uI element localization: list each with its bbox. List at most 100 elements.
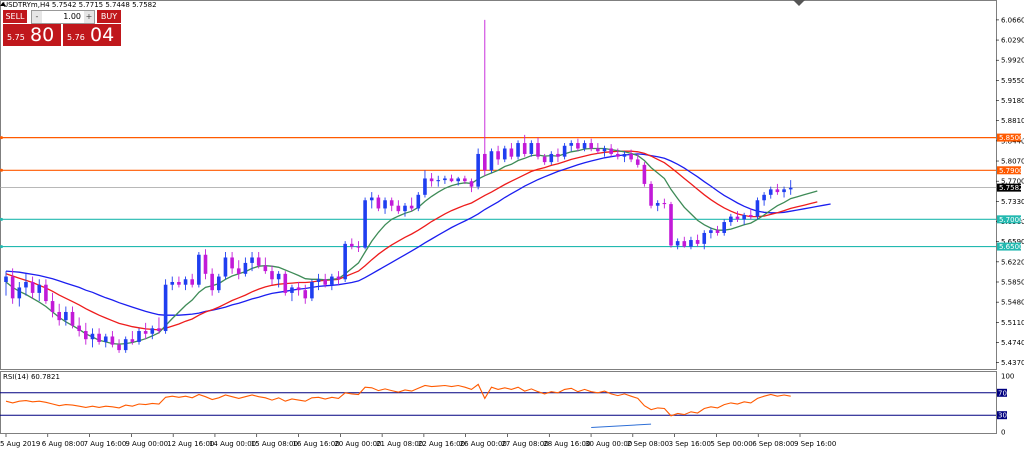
candle-body xyxy=(416,194,421,209)
price-tick-label: 5.9920 xyxy=(1001,57,1024,65)
candle-body xyxy=(536,143,540,157)
time-tick-label: 7 Aug 16:00 xyxy=(84,440,127,448)
candle-body xyxy=(356,246,361,248)
candle-body xyxy=(768,189,773,195)
candle-body xyxy=(30,281,35,293)
sell-button[interactable]: SELL xyxy=(3,10,27,23)
candle-body xyxy=(243,262,248,274)
candle-body xyxy=(97,333,101,342)
price-tags: 5.8500 5.7900 5.7000 5.6500 5.7582 xyxy=(997,133,1024,251)
candle-body xyxy=(675,241,680,246)
candle-body xyxy=(556,153,560,157)
candle-body xyxy=(463,178,467,182)
sell-price-pips: 80 xyxy=(30,24,55,46)
price-tick-label: 5.5850 xyxy=(1001,278,1024,286)
chart-header: USDTRYm,H4 5.7542 5.7715 5.7448 5.7582 xyxy=(3,1,157,9)
candle-body xyxy=(383,200,387,209)
resistance-2-tag xyxy=(997,166,1021,175)
price-tick-label: 5.6220 xyxy=(1001,258,1024,266)
lot-decrease-button[interactable]: - xyxy=(32,11,42,23)
candle-body xyxy=(210,273,214,291)
candle-body xyxy=(529,143,534,154)
resistance-2-anchor xyxy=(0,168,3,172)
moving-averages xyxy=(5,147,831,345)
ma-slow-line xyxy=(5,153,831,316)
time-tick-label: 12 Aug 16:00 xyxy=(167,440,214,448)
candle-body xyxy=(389,200,394,206)
candle-body xyxy=(602,148,607,152)
candle-body xyxy=(396,205,401,212)
candle-body xyxy=(24,281,28,288)
candle-body xyxy=(436,180,441,182)
candle-body xyxy=(290,287,294,293)
candle-body xyxy=(336,276,341,280)
candle-body xyxy=(715,230,720,233)
candle-body xyxy=(84,331,88,340)
price-tick-label: 5.6590 xyxy=(1001,238,1024,246)
candle-body xyxy=(589,143,593,149)
ma-fast-line xyxy=(5,147,818,345)
candle-body xyxy=(775,189,780,193)
candle-body xyxy=(642,164,647,184)
candle-body xyxy=(263,265,268,272)
buy-price-pips: 04 xyxy=(90,24,115,46)
time-tick-label: 14 Aug 00:00 xyxy=(209,440,256,448)
candle-body xyxy=(316,279,321,282)
lot-increase-button[interactable]: + xyxy=(84,11,94,23)
rsi-level-tag xyxy=(997,411,1007,420)
candle-body xyxy=(469,181,474,187)
candle-body xyxy=(170,281,175,285)
lot-size-value[interactable]: 1.00 xyxy=(63,12,81,21)
candle-body xyxy=(562,145,567,157)
candle-body xyxy=(17,287,22,299)
price-tick-label: 6.0290 xyxy=(1001,37,1024,45)
time-tick-label: 5 Aug 2019 xyxy=(0,440,40,448)
buy-button[interactable]: BUY xyxy=(97,10,121,23)
support-2-anchor xyxy=(0,245,3,249)
candle-body xyxy=(549,153,554,163)
candle-body xyxy=(190,279,194,285)
candle-body xyxy=(476,153,480,187)
candle-body xyxy=(276,273,281,280)
candle-body xyxy=(330,276,334,285)
price-tick-label: 5.4740 xyxy=(1001,339,1024,347)
time-tick-label: 3 Sep 16:00 xyxy=(669,440,711,448)
rsi-level-tag-label: 70 xyxy=(998,389,1007,397)
price-tick-label: 5.8070 xyxy=(1001,158,1024,166)
candle-body xyxy=(236,268,241,274)
sell-price-prefix: 5.75 xyxy=(7,33,25,42)
time-tick-label: 22 Aug 16:00 xyxy=(418,440,465,448)
price-tick-label: 5.9550 xyxy=(1001,77,1024,85)
time-tick-label: 6 Sep 08:00 xyxy=(752,440,794,448)
one-click-trading-panel: SELL - 1.00 + BUY 5.75 80 5.76 04 xyxy=(3,10,121,46)
candle-body xyxy=(629,153,633,160)
time-tick-label: 21 Aug 08:00 xyxy=(376,440,423,448)
candle-body xyxy=(662,202,667,205)
header-triangle-icon xyxy=(0,2,6,6)
support-1-anchor xyxy=(0,217,3,221)
rsi-tick-label: 0 xyxy=(1001,429,1005,437)
candle-body xyxy=(489,151,494,171)
resistance-1-anchor xyxy=(0,136,3,140)
candle-body xyxy=(456,178,460,182)
time-axis: 5 Aug 2019 6 Aug 08:00 7 Aug 16:00 9 Aug 00… xyxy=(0,434,836,448)
candle-body xyxy=(250,257,254,263)
candle-body xyxy=(682,241,687,247)
current-price-tag-label: 5.7582 xyxy=(999,184,1024,192)
lot-size-field[interactable]: - 1.00 + xyxy=(31,10,95,24)
candle-body xyxy=(403,205,407,212)
sell-price-box[interactable]: 5.75 80 xyxy=(3,24,61,46)
candle-body xyxy=(57,311,61,321)
time-tick-label: 2 Sep 08:00 xyxy=(627,440,669,448)
candle-body xyxy=(163,284,168,332)
scroll-arrow-icon[interactable] xyxy=(793,0,805,6)
candle-body xyxy=(303,290,308,299)
resistance-1-tag-label: 5.8500 xyxy=(999,134,1024,142)
candle-body xyxy=(762,194,766,201)
price-tick-label: 5.8810 xyxy=(1001,117,1024,125)
candle-body xyxy=(735,216,740,220)
candle-body xyxy=(143,331,148,334)
buy-price-box[interactable]: 5.76 04 xyxy=(63,24,121,46)
ma-mid-line xyxy=(5,150,818,331)
